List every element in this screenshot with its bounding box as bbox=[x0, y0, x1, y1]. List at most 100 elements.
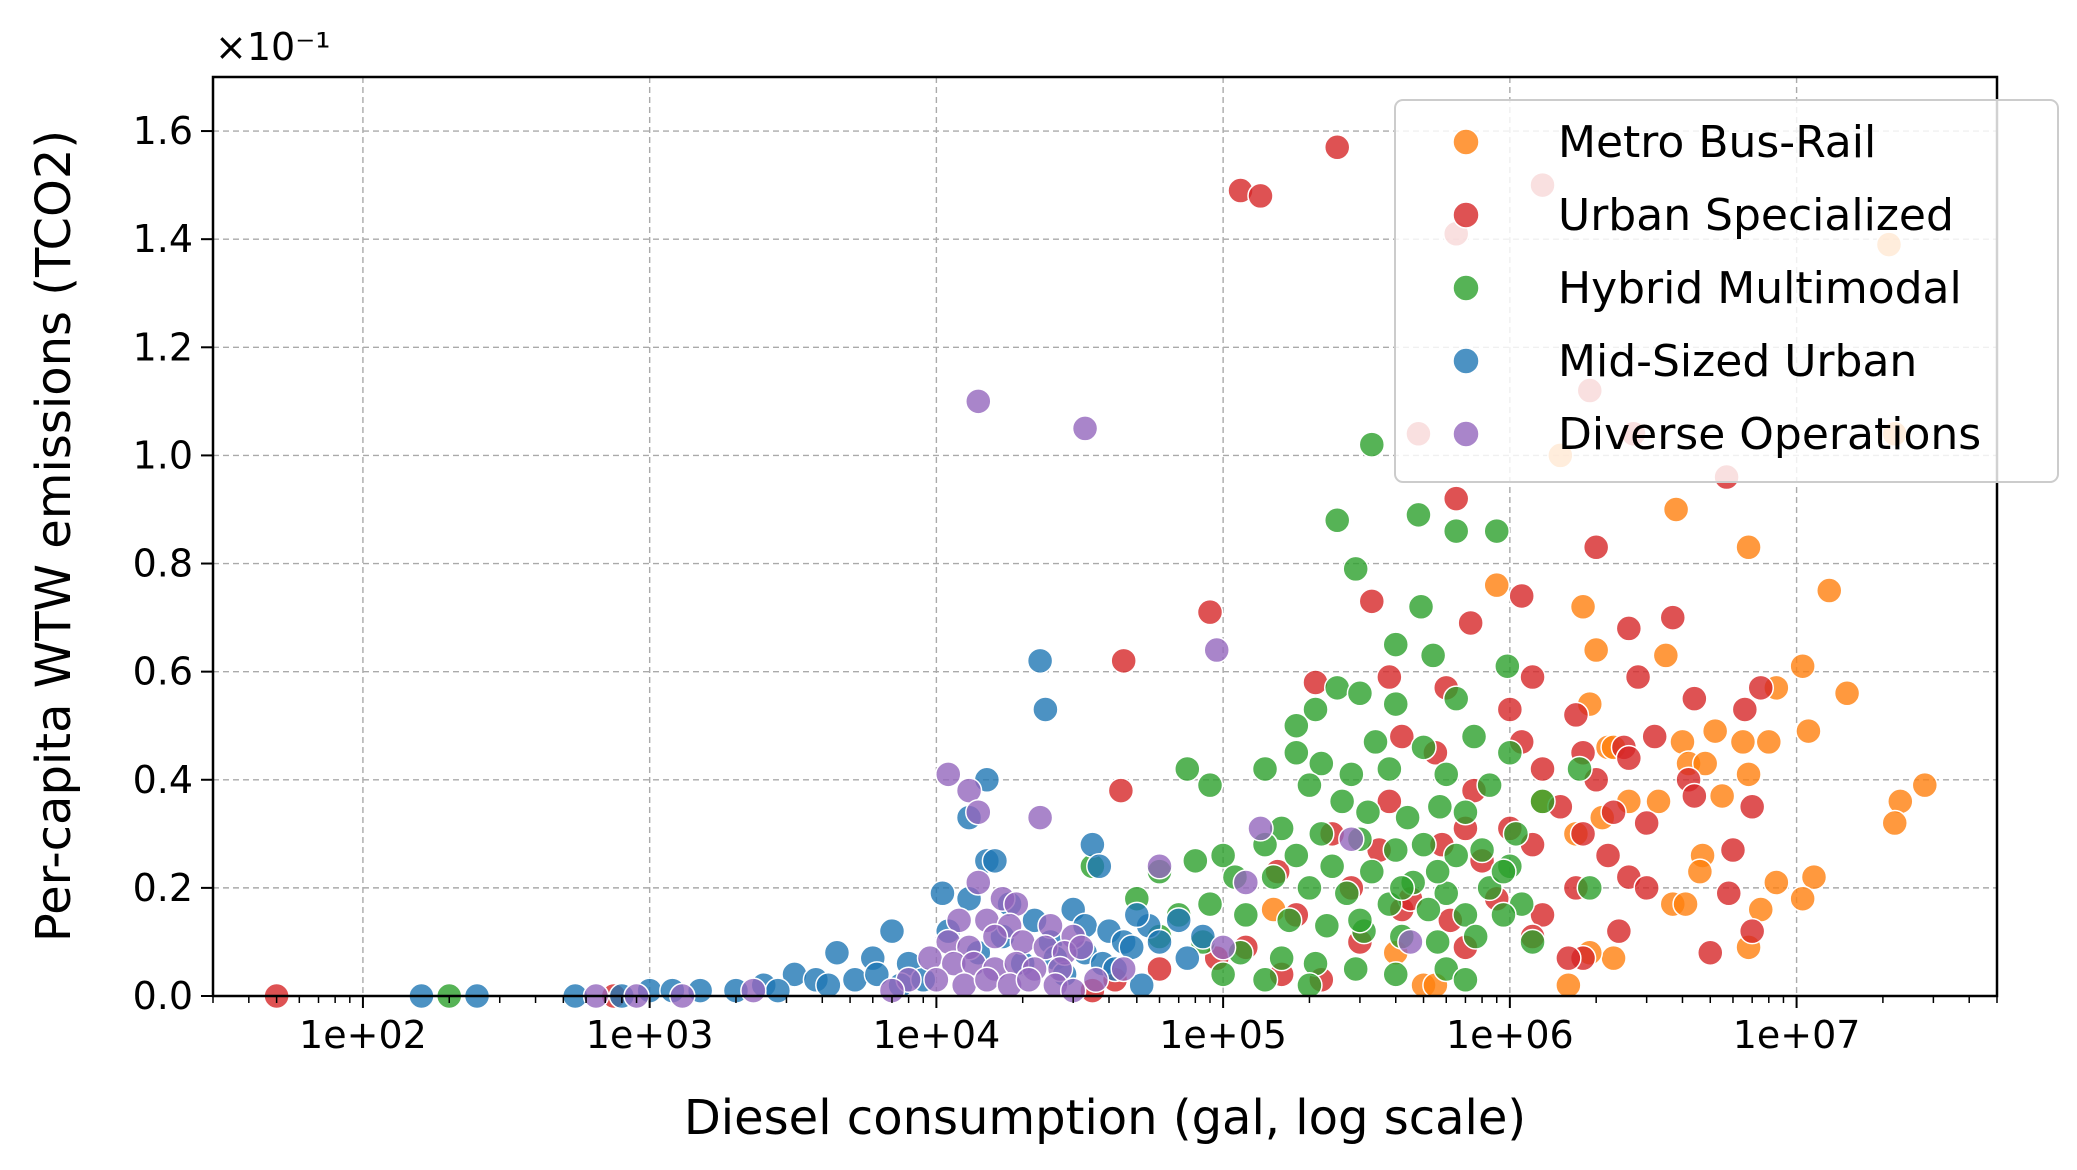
legend-box bbox=[1394, 99, 2059, 483]
series-3 bbox=[408, 647, 1217, 1010]
y-tick-label: 1.4 bbox=[133, 217, 193, 261]
y-tick-label: 0.0 bbox=[133, 974, 193, 1018]
data-point bbox=[1729, 728, 1757, 756]
data-point bbox=[1189, 923, 1217, 950]
legend-marker bbox=[1452, 201, 1480, 229]
data-point bbox=[1582, 534, 1610, 561]
data-point bbox=[1652, 642, 1680, 669]
data-point bbox=[740, 977, 767, 1004]
data-point bbox=[1405, 501, 1432, 529]
data-point bbox=[1376, 663, 1403, 691]
data-point bbox=[1600, 944, 1627, 972]
data-point bbox=[1283, 739, 1310, 766]
data-point bbox=[1182, 847, 1209, 875]
legend-marker bbox=[1452, 420, 1480, 448]
data-point bbox=[1686, 858, 1714, 885]
data-point bbox=[1615, 615, 1643, 642]
data-point bbox=[1071, 415, 1099, 442]
data-point bbox=[973, 966, 1001, 994]
data-point bbox=[1424, 858, 1451, 885]
legend-label: Urban Specialized bbox=[1558, 190, 1954, 241]
data-point bbox=[1086, 853, 1113, 880]
data-point bbox=[1362, 728, 1389, 756]
data-point bbox=[1490, 901, 1517, 929]
data-point bbox=[1432, 761, 1460, 788]
data-point bbox=[1338, 761, 1365, 788]
data-point bbox=[1594, 842, 1622, 869]
data-point bbox=[1196, 771, 1224, 799]
data-point bbox=[1624, 663, 1652, 691]
data-point bbox=[1735, 761, 1762, 788]
data-point bbox=[1452, 966, 1479, 994]
data-point bbox=[1358, 858, 1386, 885]
data-point bbox=[1419, 642, 1447, 669]
data-point bbox=[1701, 717, 1729, 745]
data-point bbox=[1376, 788, 1403, 815]
x-tick-label: 1e+06 bbox=[1446, 1013, 1574, 1057]
data-point bbox=[935, 761, 962, 788]
data-point bbox=[1569, 820, 1597, 848]
data-point bbox=[1641, 723, 1668, 750]
data-point bbox=[981, 923, 1009, 950]
data-point bbox=[1026, 804, 1054, 831]
data-point bbox=[1165, 907, 1192, 934]
data-point bbox=[1763, 869, 1790, 896]
data-point bbox=[1457, 609, 1484, 637]
data-point bbox=[1251, 966, 1279, 994]
data-point bbox=[1342, 555, 1369, 583]
data-point bbox=[1582, 636, 1610, 664]
data-point bbox=[1789, 652, 1816, 680]
y-tick-label: 0.4 bbox=[133, 758, 193, 802]
data-point bbox=[1490, 858, 1517, 885]
data-point bbox=[1313, 912, 1341, 939]
data-point bbox=[950, 971, 978, 999]
data-point bbox=[1388, 874, 1416, 902]
data-point bbox=[965, 388, 992, 415]
data-point bbox=[1328, 788, 1356, 815]
data-point bbox=[1887, 788, 1914, 815]
data-point bbox=[1605, 917, 1633, 945]
data-point bbox=[1026, 647, 1054, 675]
data-point bbox=[1146, 928, 1173, 956]
data-point bbox=[1681, 782, 1708, 810]
data-point bbox=[1146, 853, 1173, 880]
data-point bbox=[1382, 690, 1409, 718]
y-tick-label: 0.2 bbox=[133, 866, 193, 910]
data-point bbox=[965, 869, 992, 896]
data-point bbox=[1529, 901, 1556, 929]
data-point bbox=[1468, 836, 1496, 864]
data-point bbox=[1346, 680, 1374, 707]
data-point bbox=[1795, 717, 1822, 745]
data-point bbox=[1576, 874, 1604, 902]
data-point bbox=[1502, 820, 1530, 848]
data-point bbox=[1569, 593, 1597, 621]
data-point bbox=[1681, 685, 1708, 712]
data-point bbox=[1407, 593, 1435, 621]
data-point bbox=[1555, 971, 1582, 999]
data-point bbox=[1382, 836, 1409, 864]
data-point bbox=[1562, 701, 1590, 729]
legend-label: Mid-Sized Urban bbox=[1558, 336, 1917, 387]
data-point bbox=[1388, 723, 1416, 750]
legend: Metro Bus-Rail Urban Specialized Hybrid Mu… bbox=[1394, 99, 2059, 483]
data-point bbox=[1174, 755, 1201, 783]
data-point bbox=[1275, 907, 1303, 934]
data-point bbox=[1415, 896, 1442, 923]
x-tick-label: 1e+04 bbox=[873, 1013, 1001, 1057]
x-tick-label: 1e+05 bbox=[1159, 1013, 1287, 1057]
data-point bbox=[1662, 496, 1690, 523]
data-point bbox=[1318, 853, 1346, 880]
data-point bbox=[1358, 431, 1386, 458]
data-point bbox=[1691, 750, 1719, 777]
y-axis-title: Per-capita WTW emissions (TCO2) bbox=[26, 130, 82, 942]
data-point bbox=[1442, 517, 1470, 545]
data-point bbox=[1410, 831, 1437, 858]
x-tick-label: 1e+02 bbox=[299, 1013, 427, 1057]
data-point bbox=[1338, 825, 1365, 853]
data-point bbox=[1107, 777, 1135, 804]
data-point bbox=[1015, 966, 1043, 994]
data-point bbox=[1382, 631, 1409, 658]
data-point bbox=[1442, 685, 1470, 712]
data-point bbox=[1755, 728, 1783, 756]
series-2 bbox=[435, 431, 1604, 1010]
